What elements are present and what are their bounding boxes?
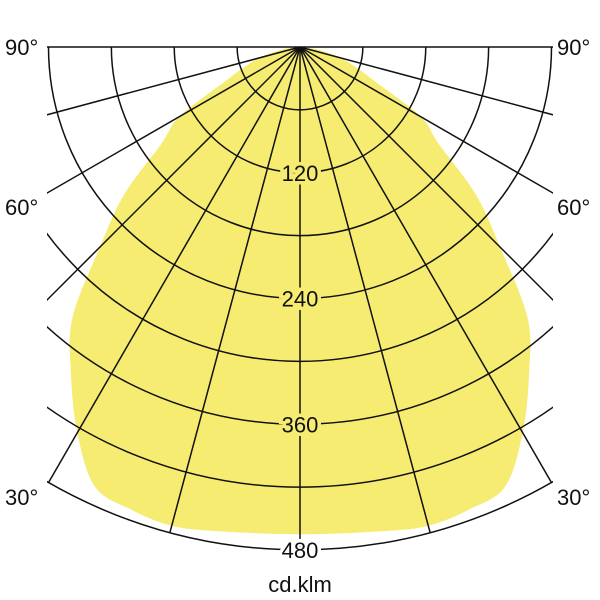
angle-grid-line-60 [299,46,553,194]
angle-grid-line--15 [169,46,301,534]
angle-label-90-right: 90° [557,35,590,60]
radial-tick-240: 240 [282,287,319,312]
unit-label: cd.klm [268,572,332,597]
angle-grid-line-75 [299,46,553,116]
angle-grid-line-45 [299,46,553,302]
angle-grid-line-30 [299,46,553,483]
angle-label-60-right: 60° [557,195,590,220]
angle-label-60-left: 60° [5,195,38,220]
radial-tick-480: 480 [282,538,319,563]
radial-tick-360: 360 [282,412,319,437]
angle-label-30-left: 30° [5,485,38,510]
angle-grid-line--75 [47,46,301,116]
radial-tick-120: 120 [282,161,319,186]
angle-label-90-left: 90° [5,35,38,60]
angle-grid-line-15 [299,46,431,534]
angle-label-30-right: 30° [557,485,590,510]
angle-grid-line--60 [47,46,301,194]
angle-grid-line--30 [47,46,301,483]
angle-grid-line--45 [47,46,301,302]
